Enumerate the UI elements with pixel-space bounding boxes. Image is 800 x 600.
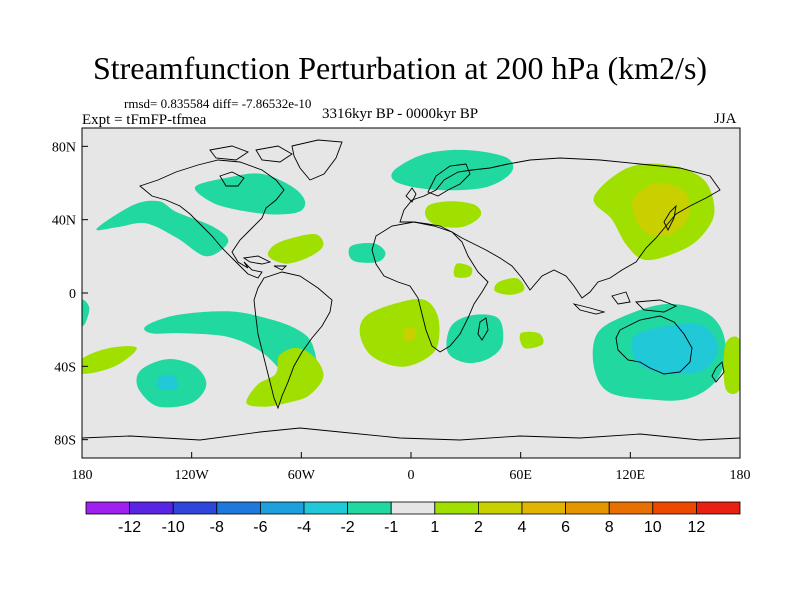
colorbar-label: 6 <box>561 519 570 536</box>
contour-region-north-africa-small <box>453 263 473 278</box>
colorbar-label: -4 <box>297 519 311 536</box>
colorbar-label: 2 <box>474 519 483 536</box>
colorbar-swatch <box>652 501 697 515</box>
contour-region-north-europe-arctic <box>391 149 514 191</box>
contour-region-east-asia-inner <box>632 182 691 237</box>
colorbar-swatch <box>85 501 130 515</box>
contour-region-south-america-south <box>246 347 324 407</box>
contour-region-south-atlantic <box>359 299 440 367</box>
colorbar-label: 12 <box>688 519 706 536</box>
contour-region-south-pacific-east-core <box>156 374 178 390</box>
coastlines <box>82 139 740 441</box>
colorbar-swatch <box>608 501 654 515</box>
contour-region-indian-small <box>519 331 544 349</box>
colorbar-label: 10 <box>644 519 662 536</box>
contour-region-west-edge-small <box>82 299 90 326</box>
colorbar-swatch <box>434 501 479 515</box>
x-tick-label: 120E <box>616 468 646 483</box>
colorbar-swatch <box>216 501 261 515</box>
contour-region-south-atlantic-core <box>403 327 416 342</box>
colorbar-swatch <box>303 501 348 515</box>
contour-region-mediterranean <box>425 201 482 228</box>
colorbar-swatch <box>259 501 305 515</box>
contour-region-central-atlantic <box>348 243 386 263</box>
period-label: 3316kyr BP - 0000kyr BP <box>322 106 479 122</box>
x-tick-label: 180 <box>72 468 93 483</box>
colorbar-label: -6 <box>253 519 267 536</box>
colorbar-swatch <box>390 501 436 515</box>
contour-region-south-africa-indian <box>446 314 504 364</box>
contour-region-caribbean <box>267 234 324 264</box>
x-tick-label: 60E <box>509 468 532 483</box>
x-tick-label: 120W <box>175 468 210 483</box>
y-tick-label: 80S <box>54 434 76 449</box>
colorbar-swatch <box>129 501 174 515</box>
map-axes: 180 120W 60W 0 60E 120E 180 80N 40N 0 40S 80S <box>52 140 751 483</box>
colorbar-label: -8 <box>210 519 224 536</box>
x-tick-label: 180 <box>730 468 751 483</box>
colorbar: -12 -10 -8 -6 -4 -2 -1 1 2 4 6 8 10 12 <box>85 501 741 536</box>
colorbar-swatch <box>521 501 566 515</box>
contour-region-south-pacific-far-west <box>82 346 137 374</box>
colorbar-label: -2 <box>340 519 354 536</box>
contour-region-australia-inner <box>631 323 719 375</box>
colorbar-label: 1 <box>430 519 439 536</box>
colorbar-swatch <box>347 501 392 515</box>
colorbar-swatch <box>477 501 523 515</box>
colorbar-swatch <box>172 501 218 515</box>
contour-region-south-pacific-west <box>144 311 317 396</box>
y-tick-label: 40S <box>54 360 76 375</box>
colorbar-label: 4 <box>518 519 527 536</box>
season-label: JJA <box>714 111 737 127</box>
x-tick-label: 60W <box>288 468 316 483</box>
contour-region-pacific-east-edge <box>723 336 740 395</box>
contour-region-north-america-atlantic <box>194 173 306 215</box>
colorbar-label: 8 <box>605 519 614 536</box>
y-tick-label: 80N <box>52 140 76 155</box>
map-title: Streamfunction Perturbation at 200 hPa (… <box>92 50 708 86</box>
colorbar-label: -10 <box>162 519 185 536</box>
colorbar-swatch <box>696 501 741 515</box>
colorbar-label: -1 <box>384 519 398 536</box>
stats-text: rmsd= 0.835584 diff= -7.86532e-10 <box>124 96 312 111</box>
contour-region-north-pacific-east <box>96 200 229 257</box>
contour-fields <box>82 149 740 408</box>
contour-region-arabian-sea <box>494 278 525 295</box>
colorbar-label: -12 <box>118 519 141 536</box>
x-tick-label: 0 <box>408 468 415 483</box>
experiment-label: Expt = tFmFP-tfmea <box>82 112 207 128</box>
colorbar-swatch <box>565 501 610 515</box>
y-tick-label: 40N <box>52 214 76 229</box>
y-tick-label: 0 <box>69 287 76 302</box>
